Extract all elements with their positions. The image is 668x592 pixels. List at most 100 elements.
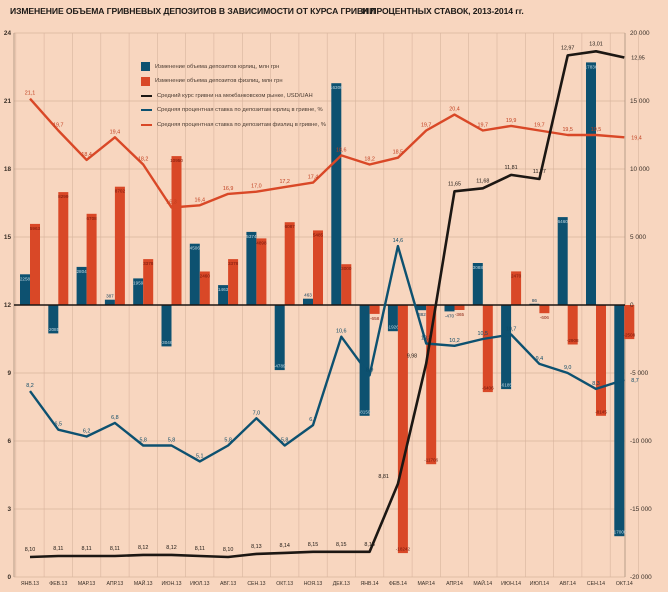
bar-retail — [256, 238, 267, 305]
axis-x-month-label: АВГ.14 — [560, 581, 576, 587]
bar-retail-label: 3378 — [143, 261, 154, 266]
legend-swatch-corporate-bar-icon — [141, 62, 150, 71]
line-corporate-rate-label: 9,0 — [564, 365, 572, 371]
axis-x-month-label: АВГ.13 — [220, 581, 236, 587]
bar-retail-label: -365 — [455, 312, 465, 317]
line-retail-rate-label: 16,3 — [166, 200, 177, 206]
line-usd-rate-label: 8,11 — [195, 546, 205, 552]
bar-retail-label: -606 — [540, 315, 550, 320]
bar-retail — [341, 264, 352, 305]
axis-left-tick-label: 12 — [4, 302, 12, 309]
bar-retail-label: 3000 — [341, 266, 352, 271]
axis-x-month-label: АПР.13 — [106, 581, 123, 587]
bar-retail — [426, 305, 437, 465]
bar-retail-label: 5963 — [30, 226, 41, 231]
bar-retail-label: 6087 — [285, 224, 296, 229]
line-retail-rate-label: 19,4 — [631, 135, 642, 141]
line-retail-rate-label: 16,9 — [223, 186, 234, 192]
axis-x-month-label: ФЕВ.13 — [49, 581, 67, 587]
line-retail-rate-label: 18,4 — [81, 152, 92, 158]
bar-retail — [86, 213, 97, 305]
bar-corporate-label: 4506 — [190, 246, 201, 251]
bar-retail — [369, 305, 380, 314]
line-corporate-rate-label: 6,8 — [111, 415, 119, 421]
line-retail-rate-label: 17,2 — [279, 179, 290, 185]
bar-corporate — [48, 305, 59, 334]
bar-corporate-label: 1959 — [133, 280, 144, 285]
line-usd-rate-label: 8,12 — [138, 545, 149, 551]
bar-corporate-label: -4789 — [274, 364, 286, 369]
axis-x-month-label: АПР.14 — [446, 581, 463, 587]
bar-retail-label: -2908 — [567, 338, 579, 343]
legend-label: Средняя процентная ставка по депозитам ф… — [157, 121, 326, 128]
line-retail-rate-label: 17,4 — [308, 175, 319, 181]
legend-item-usd-rate: Средний курс гривни на межбанковском рын… — [141, 91, 326, 100]
line-corporate-rate-label: 10,6 — [336, 329, 347, 335]
axis-x-month-label: ИЮН.13 — [162, 581, 182, 587]
line-corporate-rate-label: 6,5 — [55, 422, 63, 428]
axis-right-tick-label: 5 000 — [630, 234, 646, 241]
bar-corporate — [586, 62, 596, 306]
bar-retail — [454, 305, 465, 310]
chart-legend: Изменение объема депозитов юрлиц, млн гр… — [141, 62, 326, 135]
axis-right-tick-label: 20 000 — [630, 30, 650, 37]
line-retail-rate-label: 19,9 — [506, 118, 517, 124]
bar-corporate-label: 2804 — [76, 269, 87, 274]
bar-corporate — [246, 231, 257, 305]
bar-corporate-label: -1926 — [387, 325, 399, 330]
line-usd-rate-label: 8,11 — [53, 546, 63, 552]
legend-swatch-corporate-rate-line-icon — [141, 109, 152, 111]
legend-label: Средняя процентная ставка по депозитам ю… — [157, 107, 323, 113]
line-corporate-rate-label: 5,8 — [139, 438, 147, 444]
chart-title-right: И ПРОЦЕНТНЫХ СТАВОК, 2013-2014 гг. — [362, 6, 524, 16]
axis-x-month-label: МАЙ.13 — [134, 579, 153, 587]
line-corporate-rate-label: 5,8 — [168, 438, 176, 444]
axis-left-tick-label: 6 — [7, 438, 11, 445]
bar-corporate — [218, 285, 229, 305]
bar-corporate — [161, 305, 172, 347]
axis-right-tick-label: 15 000 — [630, 98, 650, 105]
legend-swatch-retail-bar-icon — [141, 76, 150, 86]
line-corporate-rate-label: 7,0 — [253, 410, 261, 416]
line-usd-rate — [29, 49, 625, 559]
axis-left-tick-label: 9 — [7, 370, 11, 377]
line-retail-rate-label: 19,5 — [562, 127, 573, 133]
bar-retail — [313, 230, 323, 305]
legend-label: Средний курс гривни на межбанковском рын… — [157, 92, 313, 99]
bar-corporate-label: -382 — [417, 312, 427, 317]
axis-x-month-label: МАР.13 — [78, 581, 96, 587]
axis-x-month-label: НОЯ.13 — [304, 581, 323, 587]
bar-corporate — [76, 266, 87, 305]
bar-retail — [114, 186, 125, 305]
axis-x-month-label: МАЙ.14 — [473, 579, 492, 587]
axis-x-month-label: МАР.14 — [417, 581, 435, 587]
line-corporate-rate-label: 5,1 — [196, 453, 204, 459]
axis-right-tick-label: 10 000 — [630, 166, 650, 173]
bar-corporate — [387, 305, 398, 332]
axis-left-tick-label: 3 — [7, 506, 11, 513]
bar-retail-label: 6708 — [86, 216, 97, 221]
bar-retail-label: 2460 — [200, 274, 211, 279]
line-corporate-rate-label: 5,8 — [224, 438, 232, 444]
line-retail-rate-label: 19,5 — [591, 127, 602, 133]
bar-corporate — [104, 299, 115, 305]
bar-retail-label: 2470 — [511, 273, 522, 278]
axis-x-month-label: ОКТ.13 — [276, 581, 293, 587]
bar-retail-label: 4898 — [256, 240, 267, 245]
bar-corporate — [416, 305, 427, 311]
legend-item-retail-deposits: Изменение объема депозитов физлиц, млн г… — [141, 76, 326, 86]
legend-item-corporate-deposits: Изменение объема депозитов юрлиц, млн гр… — [141, 62, 326, 71]
line-corporate-rate-label: 8,2 — [26, 383, 34, 389]
line-retail-rate-label: 19,7 — [421, 123, 432, 129]
axis-x-month-label: ДЕК.13 — [333, 581, 350, 587]
bar-corporate — [274, 305, 285, 371]
bar-corporate-label: 86 — [532, 298, 538, 303]
bar-corporate-label: 5374 — [246, 234, 257, 239]
legend-label: Изменение объема депозитов физлиц, млн г… — [155, 78, 283, 84]
legend-item-corporate-rate: Средняя процентная ставка по депозитам ю… — [141, 106, 326, 115]
line-retail-rate-label: 17,0 — [251, 184, 262, 190]
bar-corporate-label: -3046 — [161, 340, 173, 345]
axis-left-tick-label: 15 — [4, 234, 12, 241]
bar-retail — [199, 271, 210, 305]
